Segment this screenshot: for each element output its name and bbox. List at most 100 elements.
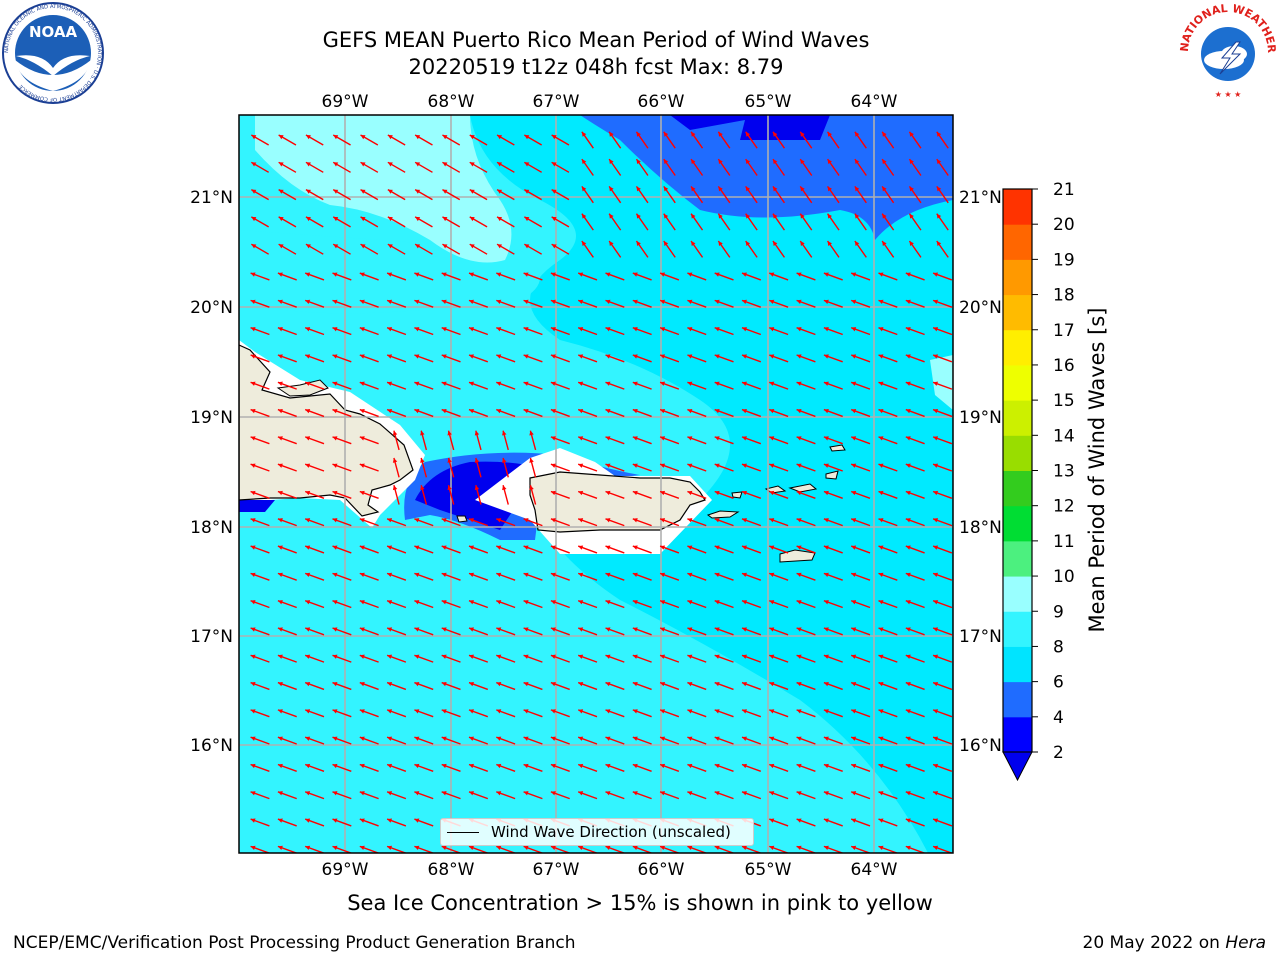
wave-direction-arrow (414, 518, 434, 527)
wave-direction-arrow (823, 272, 843, 281)
wave-direction-arrow (250, 736, 270, 745)
footer-date-text: 20 May 2022 on (1082, 933, 1226, 953)
wave-direction-arrow (250, 627, 270, 636)
wave-direction-arrow (932, 818, 953, 827)
wave-direction-arrow (769, 299, 789, 308)
wave-direction-arrow (277, 354, 297, 363)
wave-direction-arrow (468, 327, 489, 336)
wave-direction-arrow (496, 545, 516, 554)
wave-direction-arrow (278, 134, 297, 146)
colorbar-tick-label: 2 (1053, 743, 1064, 763)
legend: Wind Wave Direction (unscaled) (440, 818, 754, 846)
wave-direction-arrow (250, 381, 270, 390)
lat-tick-label: 21°N (959, 188, 1002, 208)
sea-ice-note: Sea Ice Concentration > 15% is shown in … (347, 891, 933, 915)
wave-direction-arrow (632, 572, 652, 581)
lon-tick-label: 69°W (322, 860, 369, 880)
lon-tick-label: 68°W (428, 92, 475, 112)
gridlines (239, 115, 953, 853)
wave-direction-arrow (932, 845, 953, 853)
wave-direction-arrow (359, 354, 379, 363)
wave-direction-arrow (796, 600, 816, 609)
wave-direction-arrow (441, 709, 461, 718)
wave-direction-arrow (741, 299, 762, 308)
wave-direction-arrow (386, 545, 407, 554)
wave-direction-arrow (496, 354, 516, 363)
wave-direction-arrow (523, 763, 543, 772)
colorbar-segment (1003, 540, 1032, 577)
wave-direction-arrow (605, 354, 625, 363)
wave-direction-arrow (359, 408, 379, 418)
wave-direction-arrow (850, 627, 871, 636)
wave-direction-arrow (523, 545, 543, 554)
wave-direction-arrow (745, 186, 758, 204)
wave-direction-arrow (659, 736, 680, 745)
wave-direction-arrow (468, 845, 489, 853)
wave-direction-arrow (441, 408, 461, 418)
wave-direction-arrow (304, 545, 325, 554)
lat-tick-label: 18°N (190, 518, 233, 538)
wave-direction-arrow (387, 188, 406, 201)
land-anegada (829, 444, 846, 452)
wave-direction-arrow (605, 272, 625, 281)
wave-direction-arrow (799, 158, 813, 176)
wave-direction-arrow (932, 381, 953, 390)
wave-direction-arrow (277, 327, 297, 336)
wave-direction-arrow (659, 381, 680, 390)
wave-direction-arrow (772, 186, 786, 204)
wave-direction-arrow (550, 545, 570, 554)
field-8-9s (930, 355, 953, 410)
wave-direction-arrow (581, 158, 594, 176)
land-hispaniola (239, 344, 414, 517)
wave-direction-arrow (769, 681, 789, 691)
wave-direction-arrow (687, 463, 707, 472)
wave-direction-arrow (277, 272, 297, 281)
wave-direction-arrow (632, 845, 652, 853)
wave-direction-arrow (414, 354, 434, 363)
wave-direction-arrow (905, 381, 925, 390)
wave-direction-arrow (741, 763, 762, 772)
wave-direction-arrow (468, 600, 489, 609)
wave-direction-arrow (850, 490, 871, 499)
wave-direction-arrow (932, 327, 953, 336)
wave-direction-arrow (468, 518, 489, 527)
wave-direction-arrow (850, 600, 871, 609)
wave-direction-arrow (850, 791, 871, 800)
wave-direction-arrow (523, 243, 543, 255)
wave-direction-arrow (632, 436, 652, 445)
wave-direction-arrow (741, 600, 762, 609)
wave-direction-arrow (635, 158, 649, 176)
wave-direction-arrow (581, 186, 594, 204)
wave-direction-arrow (441, 845, 461, 853)
wave-direction-arrow (632, 408, 652, 418)
wave-direction-arrow (277, 709, 297, 718)
wave-direction-arrow (932, 791, 953, 800)
wave-direction-arrow (823, 354, 843, 363)
field-8-9s (255, 115, 512, 263)
wave-direction-arrow (577, 763, 598, 772)
wave-direction-arrow (523, 681, 543, 691)
wave-direction-arrow (687, 736, 707, 745)
wave-direction-arrow (577, 327, 598, 336)
wave-direction-arrow (605, 654, 625, 663)
wave-direction-arrow (823, 518, 843, 527)
wave-direction-arrow (360, 216, 379, 228)
wave-direction-arrow (332, 327, 352, 336)
wave-direction-arrow (577, 791, 598, 800)
wave-direction-arrow (414, 299, 434, 308)
colorbar-tick-label: 11 (1053, 532, 1075, 552)
field-2-4s (239, 500, 275, 512)
wave-direction-arrow (796, 327, 816, 336)
wave-direction-arrow (905, 600, 925, 609)
wave-direction-arrow (250, 188, 270, 201)
wave-direction-arrow (305, 216, 324, 228)
wave-direction-arrow (878, 709, 898, 718)
wave-direction-arrow (523, 354, 543, 363)
wave-direction-arrow (577, 545, 598, 554)
wave-direction-arrow (850, 518, 871, 527)
wave-direction-arrow (632, 600, 652, 609)
wave-direction-arrow (496, 216, 515, 228)
wave-direction-arrow (850, 763, 871, 772)
wave-direction-arrow (605, 490, 625, 499)
wave-direction-arrow (332, 845, 352, 853)
